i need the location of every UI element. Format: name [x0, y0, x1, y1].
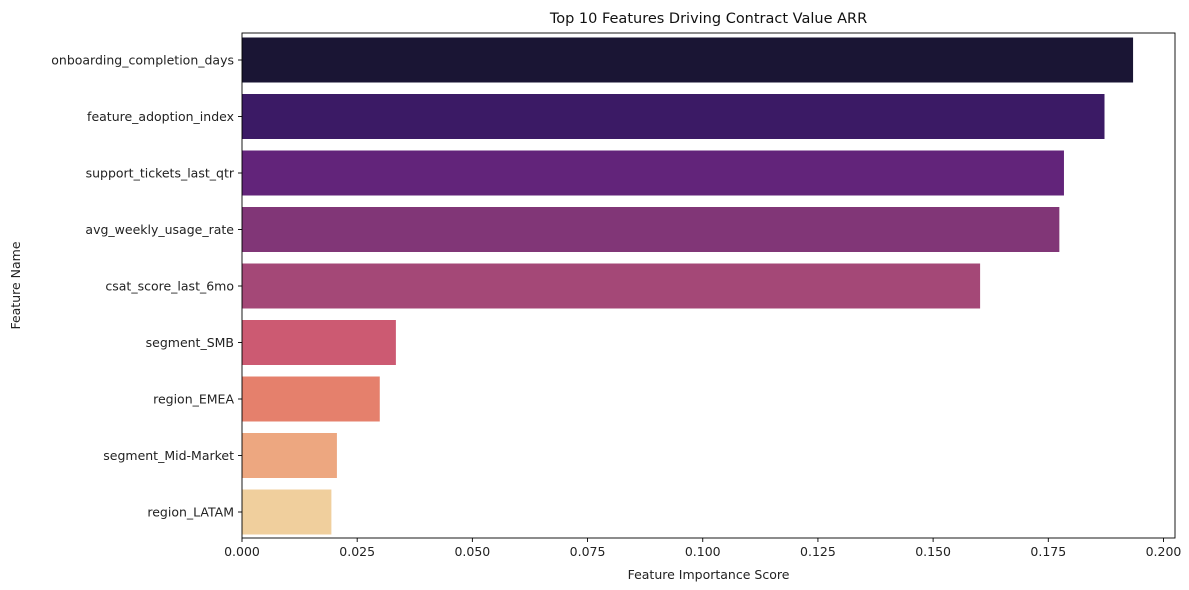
x-axis-title: Feature Importance Score: [628, 567, 790, 582]
y-axis-ticks: onboarding_completion_days feature_adopti…: [51, 53, 242, 520]
y-tick-label: segment_Mid-Market: [103, 448, 234, 463]
bar-region-emea: [242, 376, 380, 422]
bar-csat-score-last-6mo: [242, 263, 981, 309]
y-tick-label: feature_adoption_index: [87, 109, 234, 124]
y-tick-label: onboarding_completion_days: [51, 53, 234, 68]
y-tick-label: region_LATAM: [147, 505, 234, 520]
y-tick-label: region_EMEA: [153, 392, 234, 407]
bar-onboarding-completion-days: [242, 37, 1134, 83]
bar-feature-adoption-index: [242, 94, 1105, 139]
y-tick-label: support_tickets_last_qtr: [86, 166, 235, 181]
bars-group: [242, 37, 1134, 535]
x-axis-ticks: 0.000 0.025 0.050 0.075 0.100 0.125 0.150 0.175…: [224, 538, 1181, 559]
x-tick-label: 0.075: [570, 544, 606, 559]
bar-support-tickets-last-qtr: [242, 150, 1064, 196]
y-tick-label: avg_weekly_usage_rate: [85, 222, 234, 237]
bar-segment-mid-market: [242, 433, 337, 478]
x-tick-label: 0.175: [1030, 544, 1066, 559]
bar-segment-smb: [242, 320, 396, 365]
y-axis-title: Feature Name: [8, 241, 23, 329]
x-tick-label: 0.025: [339, 544, 375, 559]
plot-frame: [241, 32, 1176, 539]
x-tick-label: 0.000: [224, 544, 260, 559]
chart-title: Top 10 Features Driving Contract Value A…: [549, 11, 867, 27]
x-tick-label: 0.125: [800, 544, 836, 559]
y-tick-label: csat_score_last_6mo: [105, 279, 234, 294]
x-tick-label: 0.150: [915, 544, 951, 559]
x-tick-label: 0.100: [685, 544, 721, 559]
bar-region-latam: [242, 489, 332, 535]
y-tick-label: segment_SMB: [146, 335, 234, 350]
x-tick-label: 0.050: [454, 544, 490, 559]
bar-avg-weekly-usage-rate: [242, 207, 1060, 252]
x-tick-label: 0.200: [1146, 544, 1182, 559]
